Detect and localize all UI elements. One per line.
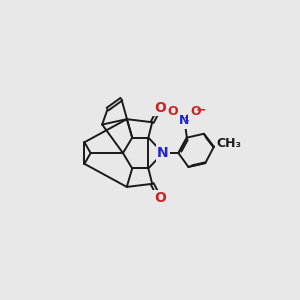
Text: CH₃: CH₃ [217,137,242,150]
Text: +: + [184,112,193,123]
Text: O: O [154,100,166,115]
Text: N: N [157,146,169,160]
Text: N: N [179,114,190,127]
Text: O: O [154,191,166,206]
Text: O: O [168,105,178,118]
Text: −: − [196,103,206,116]
Text: O: O [190,105,201,118]
